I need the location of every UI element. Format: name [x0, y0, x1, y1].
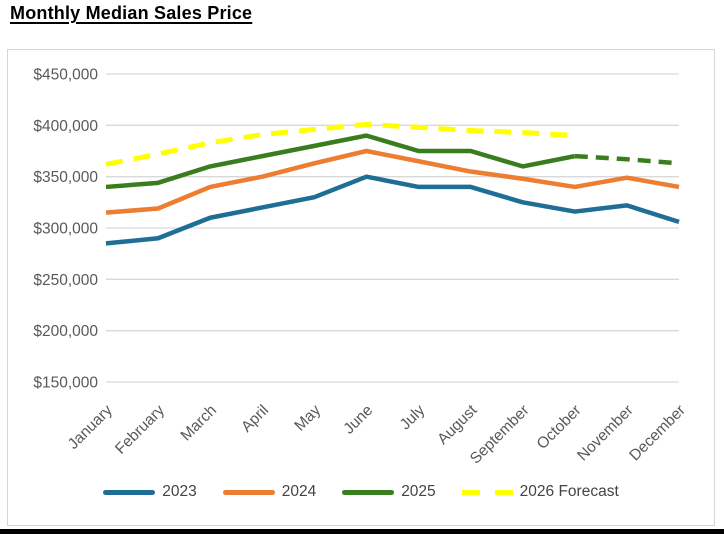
x-axis-tick-label: March — [178, 402, 220, 444]
legend-item-2026-forecast: 2026 Forecast — [461, 483, 619, 501]
y-axis-tick-label: $450,000 — [33, 67, 98, 84]
chart-panel: $450,000 $400,000 $350,000 $300,000 $250,000… — [7, 49, 715, 526]
y-axis-tick-label: $300,000 — [33, 221, 98, 238]
x-axis-tick-label: August — [434, 401, 481, 448]
legend-item-2025: 2025 — [342, 483, 436, 501]
series-line-2026-forecast — [105, 121, 575, 167]
x-axis-tick-label: May — [291, 402, 324, 435]
series-line-2025-projection — [574, 153, 680, 166]
x-axis-tick-label: June — [340, 402, 376, 438]
legend-label: 2025 — [401, 483, 436, 500]
legend-label: 2023 — [162, 483, 197, 500]
x-axis-tick-label: April — [238, 402, 272, 436]
x-axis-tick-label: October — [534, 402, 585, 453]
bottom-window-edge — [0, 529, 724, 534]
legend-item-2023: 2023 — [103, 483, 197, 501]
y-axis-tick-label: $150,000 — [33, 375, 98, 392]
x-axis-tick-label: February — [112, 402, 168, 458]
series-line-2025 — [105, 133, 576, 190]
series-line-2023 — [105, 174, 680, 246]
legend-label: 2024 — [281, 483, 317, 500]
page-title: Monthly Median Sales Price — [10, 3, 253, 23]
x-axis-tick-label: January — [65, 402, 116, 453]
sales-price-chart: $450,000 $400,000 $350,000 $300,000 $250,000… — [33, 67, 689, 468]
legend-swatch — [103, 489, 156, 495]
series-line-2024 — [105, 148, 680, 215]
y-axis-tick-label: $200,000 — [33, 323, 98, 340]
y-axis-tick-label: $350,000 — [33, 169, 98, 186]
legend-item-2024: 2024 — [222, 483, 317, 501]
legend-swatch — [461, 489, 513, 495]
legend-label: 2026 Forecast — [519, 483, 619, 500]
x-axis-tick-label: December — [626, 402, 689, 465]
y-axis-tick-label: $400,000 — [33, 118, 98, 135]
x-axis-tick-label: July — [397, 402, 429, 434]
legend-swatch — [342, 489, 395, 495]
chart-legend: 2023 2024 2025 2026 Forecast — [8, 483, 714, 501]
x-axis-tick-label: November — [574, 402, 637, 465]
y-axis-tick-label: $250,000 — [33, 272, 98, 289]
legend-swatch — [222, 489, 275, 495]
